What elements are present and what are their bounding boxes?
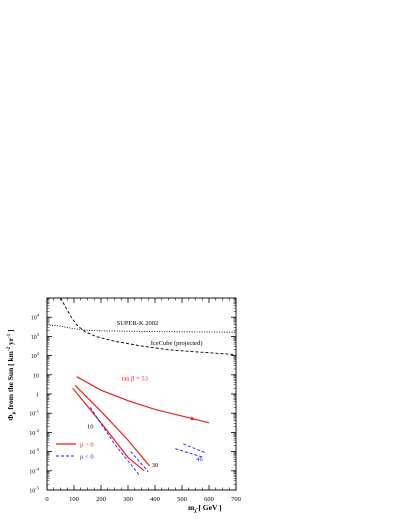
- annotation-label: 10: [87, 424, 94, 431]
- annotation-label: 30: [152, 462, 159, 469]
- legend-label: μ > 0: [80, 442, 94, 449]
- x-tick-label: 300: [123, 496, 133, 503]
- x-tick-label: 0: [45, 496, 48, 503]
- x-axis: 0 100 200 300 400 500 600 700: [45, 298, 241, 503]
- axis-labels: mχ̃ [ GeV ] Φμ from the Sun [ km-2 yr-1 ]: [6, 329, 222, 514]
- y-axis-label: Φμ from the Sun [ km-2 yr-1 ]: [6, 329, 17, 420]
- y-tick-label: 10-4: [29, 466, 39, 475]
- arrowhead: [190, 416, 196, 421]
- y-tick-label: 10-2: [29, 428, 39, 437]
- legend: μ > 0 μ < 0: [56, 442, 94, 461]
- x-tick-label: 600: [204, 496, 214, 503]
- series-line-2: [76, 376, 210, 424]
- series-line-6: [130, 451, 149, 473]
- y-tick-label: 10-3: [29, 447, 39, 456]
- series-line-4: [72, 387, 145, 472]
- series-line-8: [183, 443, 206, 454]
- annotation-label: tan β = 53: [122, 376, 148, 383]
- legend-label: μ < 0: [80, 454, 94, 461]
- y-tick-label: 10: [33, 373, 39, 379]
- y-tick-label: 102: [31, 351, 39, 360]
- y-tick-label: 10-5: [29, 486, 39, 495]
- series-line-0: [46, 324, 237, 333]
- y-tick-label: 104: [31, 313, 40, 322]
- annotations: SUPER-K 2002 IceCube (projected) tan β = 5…: [87, 320, 204, 469]
- y-tick-label: 10-1: [29, 409, 39, 418]
- series-line-3: [74, 384, 151, 467]
- annotation-label: SUPER-K 2002: [117, 320, 159, 327]
- series-layer: [46, 297, 237, 475]
- x-tick-label: 100: [69, 496, 79, 503]
- annotation-label: IceCube (projected): [151, 340, 203, 347]
- y-tick-label: 1: [36, 393, 39, 399]
- x-tick-label: 500: [177, 496, 187, 503]
- y-tick-label: 103: [31, 332, 40, 341]
- annotation-label: 46: [196, 456, 203, 463]
- x-tick-label: 200: [96, 496, 106, 503]
- x-tick-label: 400: [150, 496, 160, 503]
- x-tick-label: 700: [231, 496, 241, 503]
- series-line-1: [60, 297, 237, 356]
- x-axis-label: mχ̃ [ GeV ]: [188, 503, 222, 514]
